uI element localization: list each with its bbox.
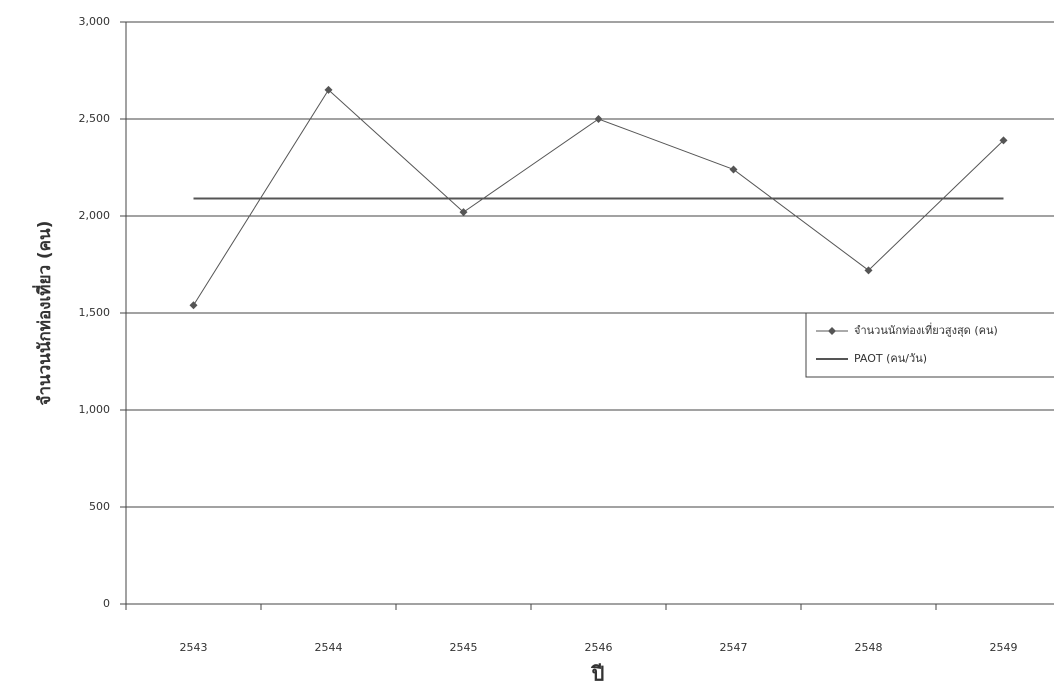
y-tick-label: 2,500	[79, 112, 111, 125]
y-tick-label: 2,000	[79, 209, 111, 222]
y-tick-label: 0	[103, 597, 110, 610]
y-tick-label: 3,000	[79, 15, 111, 28]
x-tick-label: 2545	[450, 641, 478, 654]
x-tick-label: 2549	[990, 641, 1018, 654]
marker	[189, 301, 198, 310]
y-tick-label: 500	[89, 500, 110, 513]
marker	[459, 208, 468, 217]
marker	[324, 85, 333, 94]
y-axis-label: จำนวนนักท่องเที่ยว (คน)	[32, 221, 55, 406]
legend-marker	[828, 327, 836, 335]
legend-label: PAOT (คน/วัน)	[854, 352, 927, 365]
legend-box	[805, 312, 1054, 378]
y-tick-label: 1,000	[79, 403, 111, 416]
marker	[729, 165, 738, 174]
marker	[864, 266, 873, 275]
x-tick-label: 2548	[855, 641, 883, 654]
x-tick-label: 2547	[720, 641, 748, 654]
marker	[999, 136, 1008, 145]
marker	[594, 115, 603, 123]
x-tick-label: 2543	[180, 641, 208, 654]
legend-label: จำนวนนักท่องเที่ยวสูงสุด (คน)	[854, 322, 998, 337]
x-tick-label: 2546	[585, 641, 613, 654]
x-axis-label: ปี	[590, 662, 604, 686]
y-tick-label: 1,500	[79, 306, 111, 319]
x-tick-label: 2544	[315, 641, 343, 654]
